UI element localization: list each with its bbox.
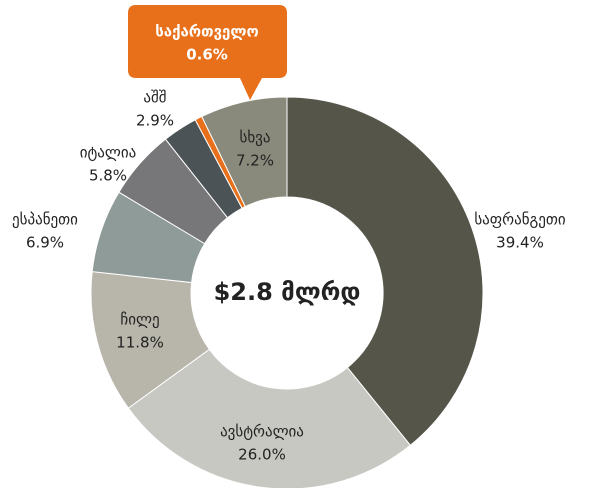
slice-label: ესპანეთი [12,211,78,229]
slice-label: საქართველო [155,23,258,41]
slice-label: საფრანგეთი [474,211,566,229]
slice-label: იტალია [80,144,137,162]
slice-label: სხვა [240,129,271,147]
slice-label: აშშ [143,89,166,107]
slice-value-label: 7.2% [236,152,274,170]
slice-value-label: 39.4% [496,234,544,252]
slice-label: ჩილე [120,311,159,329]
slice-value-label: 5.8% [89,167,127,185]
slice-label: ავსტრალია [220,423,304,441]
donut-slice [286,96,484,447]
slice-value-label: 2.9% [136,112,174,130]
donut-slice [201,96,288,208]
donut-slice [127,348,412,488]
slice-value-label: 11.8% [116,334,164,352]
slice-value-label: 6.9% [26,234,64,252]
slice-value-label: 26.0% [238,446,286,464]
slice-value-label: 0.6% [186,46,228,64]
callout-box [128,5,287,100]
center-label: $2.8 მლრდ [214,278,361,306]
